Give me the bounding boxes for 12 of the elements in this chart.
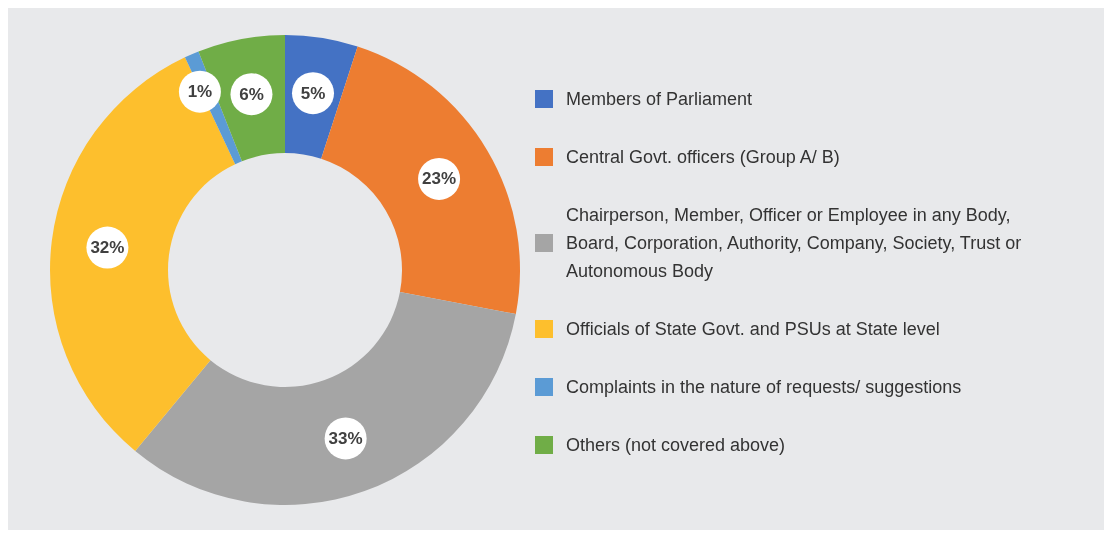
legend-label: Others (not covered above) [566, 435, 786, 455]
legend-label: Members of Parliament [566, 89, 753, 109]
legend-label: Central Govt. officers (Group A/ B) [566, 147, 840, 167]
data-label: 5% [300, 83, 326, 103]
data-label: 33% [328, 428, 363, 448]
data-label: 1% [187, 82, 213, 102]
data-label: 23% [422, 169, 457, 189]
legend-label: Chairperson, Member, Officer or Employee in any Body, Board, Corporation, Authority, Company, Society, Trust or Autonomous Body [566, 205, 1027, 281]
legend-label: Officials of State Govt. and PSUs at State level [566, 319, 940, 339]
data-label: 6% [239, 84, 264, 104]
legend-label: Complaints in the nature of requests/ suggestions [566, 377, 962, 397]
data-label: 32% [90, 238, 125, 258]
